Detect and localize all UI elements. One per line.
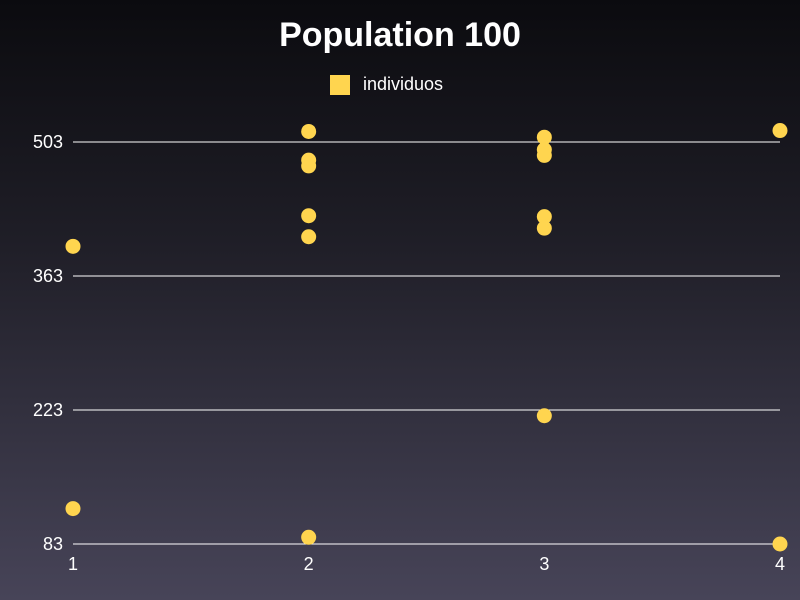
data-point bbox=[536, 220, 552, 236]
data-point bbox=[772, 536, 788, 552]
data-point bbox=[301, 529, 317, 545]
data-points bbox=[65, 123, 788, 552]
x-tick-label: 1 bbox=[68, 554, 78, 574]
y-tick-label: 83 bbox=[43, 534, 63, 554]
data-point bbox=[301, 208, 317, 224]
y-tick-label: 223 bbox=[33, 400, 63, 420]
data-point bbox=[301, 229, 317, 245]
data-point bbox=[772, 123, 788, 139]
data-point bbox=[65, 501, 81, 517]
x-tick-label: 4 bbox=[775, 554, 785, 574]
legend-label: individuos bbox=[363, 74, 443, 94]
x-tick-label: 2 bbox=[304, 554, 314, 574]
legend: individuos bbox=[330, 74, 443, 95]
legend-swatch bbox=[330, 75, 350, 95]
data-point bbox=[536, 129, 552, 145]
data-point bbox=[301, 123, 317, 139]
data-point bbox=[536, 147, 552, 163]
y-tick-label: 363 bbox=[33, 266, 63, 286]
data-point bbox=[536, 408, 552, 424]
data-point bbox=[65, 238, 81, 254]
x-axis-ticks: 1 2 3 4 bbox=[68, 554, 785, 574]
data-point bbox=[301, 158, 317, 174]
y-axis-ticks: 83 223 363 503 bbox=[33, 132, 63, 554]
y-tick-label: 503 bbox=[33, 132, 63, 152]
data-point bbox=[536, 209, 552, 225]
gridlines bbox=[73, 141, 780, 545]
chart-title: Population 100 bbox=[279, 16, 521, 54]
x-tick-label: 3 bbox=[539, 554, 549, 574]
